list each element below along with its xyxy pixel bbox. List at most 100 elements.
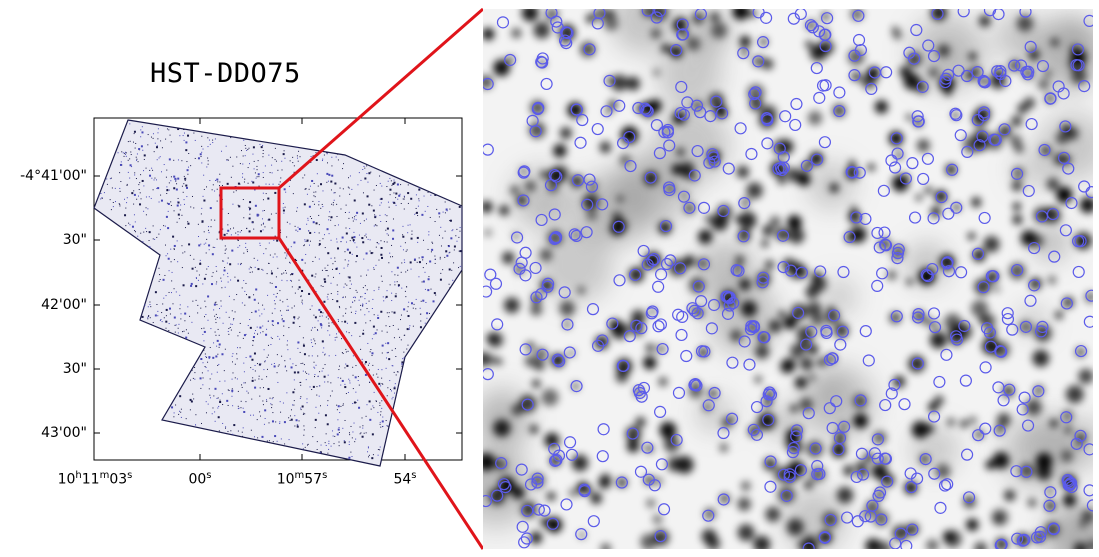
field-speckle bbox=[228, 316, 230, 318]
source-circle bbox=[593, 9, 606, 20]
field-speckle bbox=[298, 279, 300, 281]
field-speckle bbox=[159, 319, 161, 321]
field-speckle bbox=[209, 378, 211, 380]
field-speckle bbox=[355, 219, 357, 221]
field-speckle bbox=[297, 318, 299, 320]
source-circle bbox=[950, 201, 963, 214]
field-speckle bbox=[149, 301, 151, 303]
source-circle bbox=[691, 307, 704, 320]
field-speckle bbox=[347, 144, 349, 146]
source-circle bbox=[518, 165, 531, 178]
source-circle bbox=[1036, 320, 1049, 333]
field-speckle bbox=[415, 207, 417, 209]
field-speckle bbox=[373, 268, 375, 270]
field-speckle bbox=[355, 215, 357, 217]
field-speckle bbox=[371, 307, 373, 309]
source-circle bbox=[535, 287, 548, 301]
field-speckle bbox=[214, 411, 216, 413]
field-speckle bbox=[240, 264, 242, 266]
star bbox=[681, 191, 689, 199]
field-speckle bbox=[109, 199, 111, 201]
source-circle bbox=[777, 161, 790, 174]
source-circle bbox=[836, 325, 849, 338]
field-speckle bbox=[389, 166, 391, 168]
field-speckle bbox=[359, 144, 361, 146]
field-speckle bbox=[219, 317, 221, 319]
field-speckle bbox=[406, 328, 409, 331]
field-speckle bbox=[379, 175, 381, 177]
field-speckle bbox=[443, 364, 445, 366]
source-circle bbox=[911, 357, 924, 370]
field-speckle bbox=[373, 150, 375, 152]
source-circle bbox=[752, 9, 765, 19]
field-speckle bbox=[427, 278, 430, 281]
field-speckle bbox=[199, 377, 202, 380]
field-speckle bbox=[314, 343, 316, 345]
star bbox=[753, 535, 771, 549]
field-speckle bbox=[312, 385, 315, 388]
field-speckle bbox=[208, 232, 210, 234]
source-circle bbox=[790, 424, 804, 437]
source-circle bbox=[529, 261, 542, 275]
star bbox=[1050, 38, 1059, 47]
field-speckle bbox=[96, 180, 98, 182]
field-speckle bbox=[399, 172, 401, 174]
field-speckle bbox=[314, 196, 316, 198]
field-speckle bbox=[351, 456, 353, 458]
field-speckle bbox=[314, 427, 316, 429]
field-speckle bbox=[201, 422, 203, 424]
field-speckle bbox=[124, 456, 126, 458]
field-speckle bbox=[141, 269, 143, 271]
field-speckle bbox=[425, 397, 427, 399]
field-speckle bbox=[410, 400, 412, 402]
field-speckle bbox=[147, 394, 149, 396]
field-speckle bbox=[346, 248, 349, 251]
field-speckle bbox=[257, 173, 260, 176]
field-speckle bbox=[249, 266, 251, 268]
field-speckle bbox=[444, 136, 446, 138]
field-speckle bbox=[209, 347, 211, 349]
field-speckle bbox=[286, 461, 289, 464]
source-circle bbox=[830, 395, 843, 408]
field-speckle bbox=[359, 296, 361, 298]
field-speckle bbox=[125, 344, 127, 346]
field-speckle bbox=[256, 419, 258, 421]
star bbox=[559, 300, 576, 317]
field-speckle bbox=[130, 369, 132, 371]
field-speckle bbox=[341, 236, 344, 239]
star bbox=[535, 347, 548, 360]
field-speckle bbox=[248, 122, 250, 124]
field-speckle bbox=[168, 158, 171, 161]
field-speckle bbox=[127, 260, 129, 262]
field-speckle bbox=[171, 122, 173, 124]
field-speckle bbox=[175, 431, 177, 433]
field-speckle bbox=[394, 386, 396, 388]
field-speckle bbox=[292, 404, 294, 406]
field-speckle bbox=[347, 276, 349, 278]
field-speckle bbox=[184, 369, 186, 371]
field-speckle bbox=[366, 173, 368, 175]
source-circle bbox=[650, 11, 663, 24]
field-speckle bbox=[189, 409, 191, 411]
field-speckle bbox=[336, 238, 338, 240]
field-speckle bbox=[218, 343, 221, 346]
field-speckle bbox=[142, 149, 144, 151]
field-speckle bbox=[392, 229, 395, 232]
field-speckle bbox=[272, 256, 274, 258]
field-speckle bbox=[175, 180, 177, 182]
field-speckle bbox=[377, 166, 379, 168]
field-speckle bbox=[394, 383, 396, 385]
field-speckle bbox=[326, 153, 328, 155]
source-circle bbox=[676, 310, 689, 323]
source-circle bbox=[834, 338, 847, 351]
field-speckle bbox=[118, 428, 120, 430]
field-speckle bbox=[354, 296, 356, 298]
field-speckle bbox=[412, 386, 414, 388]
star bbox=[1084, 291, 1093, 303]
star bbox=[891, 174, 909, 192]
field-speckle bbox=[337, 153, 339, 155]
field-speckle bbox=[414, 355, 416, 357]
field-speckle bbox=[385, 357, 387, 359]
field-speckle bbox=[185, 141, 188, 144]
field-speckle bbox=[271, 420, 274, 423]
